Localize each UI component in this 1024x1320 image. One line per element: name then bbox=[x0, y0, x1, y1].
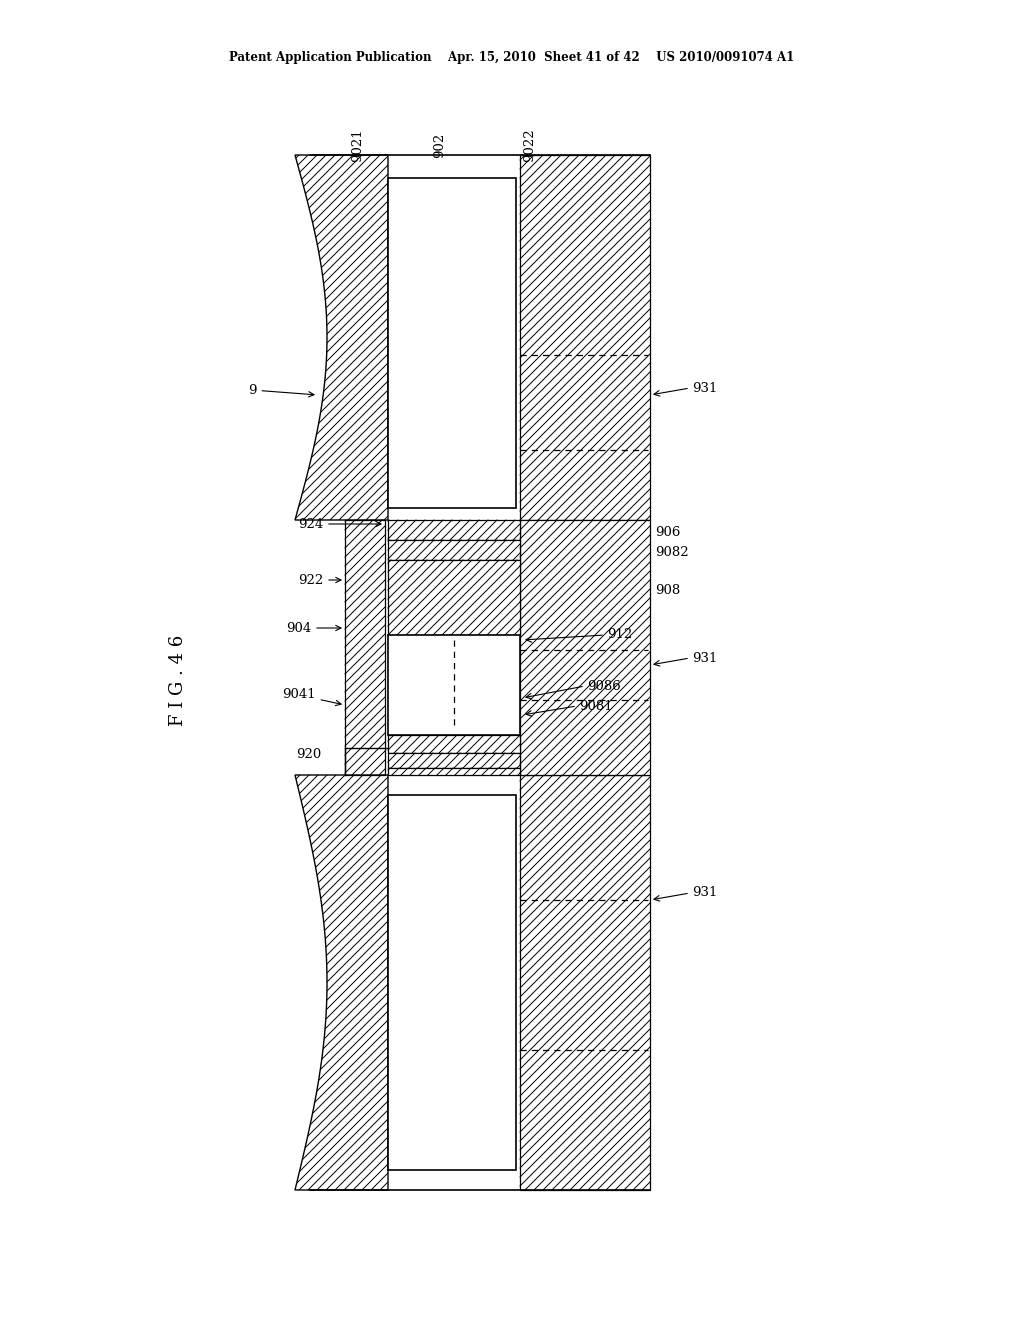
Text: 920: 920 bbox=[296, 748, 322, 762]
Text: 9081: 9081 bbox=[579, 700, 612, 713]
Text: 912: 912 bbox=[607, 628, 632, 642]
Text: 908: 908 bbox=[655, 583, 680, 597]
Bar bbox=[520, 775, 650, 1191]
Bar bbox=[388, 560, 520, 635]
Text: 922: 922 bbox=[298, 573, 341, 586]
Text: 931: 931 bbox=[692, 652, 718, 664]
Text: 904: 904 bbox=[286, 622, 341, 635]
Text: 906: 906 bbox=[655, 525, 680, 539]
Text: 9022: 9022 bbox=[523, 128, 537, 162]
Bar bbox=[520, 154, 650, 520]
Bar bbox=[388, 752, 520, 768]
Bar bbox=[388, 540, 520, 560]
Bar bbox=[388, 795, 516, 1170]
Text: 9082: 9082 bbox=[655, 545, 688, 558]
Text: F I G . 4 6: F I G . 4 6 bbox=[169, 635, 187, 726]
Bar bbox=[345, 520, 385, 775]
Text: 924: 924 bbox=[298, 517, 381, 531]
Text: W91: W91 bbox=[408, 676, 438, 689]
Bar bbox=[388, 735, 520, 752]
Text: 931: 931 bbox=[692, 887, 718, 899]
Polygon shape bbox=[295, 154, 388, 520]
Text: 9086: 9086 bbox=[587, 680, 621, 693]
Polygon shape bbox=[295, 775, 388, 1191]
Text: Patent Application Publication    Apr. 15, 2010  Sheet 41 of 42    US 2010/00910: Patent Application Publication Apr. 15, … bbox=[229, 50, 795, 63]
Text: 9021: 9021 bbox=[351, 128, 365, 162]
Bar bbox=[388, 635, 520, 735]
Text: 902: 902 bbox=[433, 132, 446, 157]
Bar bbox=[388, 178, 516, 508]
Text: 9: 9 bbox=[248, 384, 314, 397]
Text: 931: 931 bbox=[692, 381, 718, 395]
Bar bbox=[520, 520, 650, 775]
Bar bbox=[388, 520, 520, 540]
Bar bbox=[388, 768, 520, 775]
Text: 9041: 9041 bbox=[282, 689, 341, 706]
